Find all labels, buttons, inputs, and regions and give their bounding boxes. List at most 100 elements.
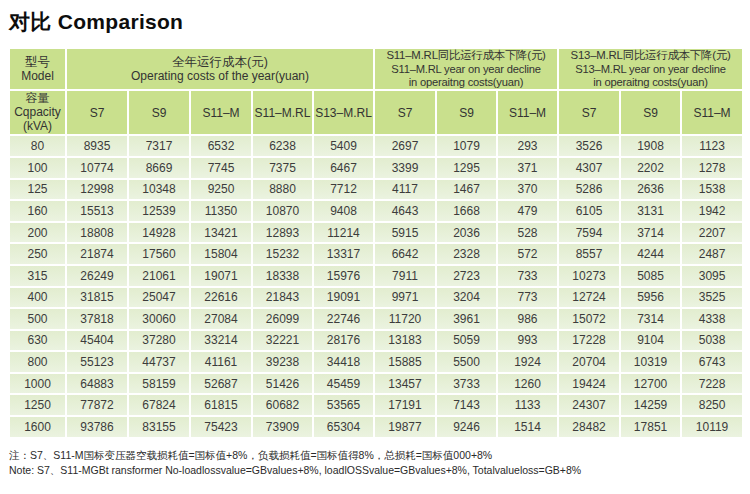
value-cell: 15976 xyxy=(313,265,374,287)
value-cell: 370 xyxy=(497,179,558,201)
capacity-cell: 250 xyxy=(9,243,66,265)
comparison-table: 型号 Model 全年运行成本(元) Operating costs of th… xyxy=(8,47,744,439)
value-cell: 6105 xyxy=(558,200,620,222)
value-cell: 8669 xyxy=(128,157,190,179)
value-cell: 10348 xyxy=(128,179,190,201)
value-cell: 12724 xyxy=(558,287,620,309)
value-cell: 1079 xyxy=(436,135,497,157)
value-cell: 18808 xyxy=(66,222,128,244)
value-cell: 6642 xyxy=(374,243,436,265)
value-cell: 5915 xyxy=(374,222,436,244)
capacity-cell: 400 xyxy=(9,287,66,309)
capacity-cell: 160 xyxy=(9,200,66,222)
table-row: 1000648835815952687514264545913457373312… xyxy=(9,373,743,395)
value-cell: 13457 xyxy=(374,373,436,395)
value-cell: 67824 xyxy=(128,394,190,416)
column-header-5: S7 xyxy=(374,90,436,135)
table-row: 3152624921061190711833815976791127237331… xyxy=(9,265,743,287)
value-cell: 44737 xyxy=(128,351,190,373)
value-cell: 13183 xyxy=(374,330,436,352)
capacity-header-en: Cqpacity xyxy=(10,106,65,120)
capacity-cell: 315 xyxy=(9,265,66,287)
value-cell: 3733 xyxy=(436,373,497,395)
value-cell: 8557 xyxy=(558,243,620,265)
value-cell: 11214 xyxy=(313,222,374,244)
value-cell: 51426 xyxy=(252,373,313,395)
value-cell: 7712 xyxy=(313,179,374,201)
value-cell: 28482 xyxy=(558,416,620,438)
model-header-en: Model xyxy=(10,70,65,84)
value-cell: 30060 xyxy=(128,308,190,330)
value-cell: 5059 xyxy=(436,330,497,352)
value-cell: 9971 xyxy=(374,287,436,309)
value-cell: 41161 xyxy=(190,351,252,373)
table-row: 5003781830060270842609922746117203961986… xyxy=(9,308,743,330)
value-cell: 1295 xyxy=(436,157,497,179)
value-cell: 52687 xyxy=(190,373,252,395)
value-cell: 293 xyxy=(497,135,558,157)
table-row: 2502187417560158041523213317664223285728… xyxy=(9,243,743,265)
value-cell: 2202 xyxy=(620,157,681,179)
value-cell: 7745 xyxy=(190,157,252,179)
value-cell: 77872 xyxy=(66,394,128,416)
value-cell: 3961 xyxy=(436,308,497,330)
table-row: 2001880814928134211289311214591520365287… xyxy=(9,222,743,244)
value-cell: 3526 xyxy=(558,135,620,157)
value-cell: 15804 xyxy=(190,243,252,265)
value-cell: 8935 xyxy=(66,135,128,157)
value-cell: 21874 xyxy=(66,243,128,265)
model-header: 型号 Model xyxy=(9,48,66,90)
value-cell: 12539 xyxy=(128,200,190,222)
value-cell: 24307 xyxy=(558,394,620,416)
capacity-cell: 1600 xyxy=(9,416,66,438)
value-cell: 5038 xyxy=(681,330,743,352)
value-cell: 60682 xyxy=(252,394,313,416)
column-header-2: S11–M xyxy=(190,90,252,135)
value-cell: 7317 xyxy=(128,135,190,157)
value-cell: 2036 xyxy=(436,222,497,244)
value-cell: 15232 xyxy=(252,243,313,265)
header-row-groups: 型号 Model 全年运行成本(元) Operating costs of th… xyxy=(9,48,743,90)
value-cell: 773 xyxy=(497,287,558,309)
value-cell: 1942 xyxy=(681,200,743,222)
value-cell: 58159 xyxy=(128,373,190,395)
table-row: 8005512344737411613923834418158855500192… xyxy=(9,351,743,373)
value-cell: 12998 xyxy=(66,179,128,201)
value-cell: 15885 xyxy=(374,351,436,373)
value-cell: 1908 xyxy=(620,135,681,157)
capacity-cell: 100 xyxy=(9,157,66,179)
value-cell: 21843 xyxy=(252,287,313,309)
value-cell: 572 xyxy=(497,243,558,265)
column-header-9: S9 xyxy=(620,90,681,135)
capacity-header: 容量 Cqpacity (kVA) xyxy=(9,90,66,135)
value-cell: 4117 xyxy=(374,179,436,201)
value-cell: 37818 xyxy=(66,308,128,330)
header-row-columns: 容量 Cqpacity (kVA) S7S9S11–MS11–M.RLS13–M… xyxy=(9,90,743,135)
value-cell: 73909 xyxy=(252,416,313,438)
column-header-10: S11–M xyxy=(681,90,743,135)
value-cell: 5085 xyxy=(620,265,681,287)
table-row: 8089357317653262385409269710792933526190… xyxy=(9,135,743,157)
column-header-8: S7 xyxy=(558,90,620,135)
value-cell: 55123 xyxy=(66,351,128,373)
value-cell: 10319 xyxy=(620,351,681,373)
value-cell: 4338 xyxy=(681,308,743,330)
value-cell: 13317 xyxy=(313,243,374,265)
value-cell: 1133 xyxy=(497,394,558,416)
value-cell: 14928 xyxy=(128,222,190,244)
value-cell: 6743 xyxy=(681,351,743,373)
value-cell: 5286 xyxy=(558,179,620,201)
capacity-cell: 800 xyxy=(9,351,66,373)
value-cell: 3714 xyxy=(620,222,681,244)
value-cell: 10119 xyxy=(681,416,743,438)
value-cell: 3131 xyxy=(620,200,681,222)
value-cell: 75423 xyxy=(190,416,252,438)
value-cell: 26249 xyxy=(66,265,128,287)
value-cell: 11350 xyxy=(190,200,252,222)
capacity-header-unit: (kVA) xyxy=(10,120,65,134)
value-cell: 2487 xyxy=(681,243,743,265)
value-cell: 61815 xyxy=(190,394,252,416)
value-cell: 3095 xyxy=(681,265,743,287)
value-cell: 8880 xyxy=(252,179,313,201)
value-cell: 14259 xyxy=(620,394,681,416)
